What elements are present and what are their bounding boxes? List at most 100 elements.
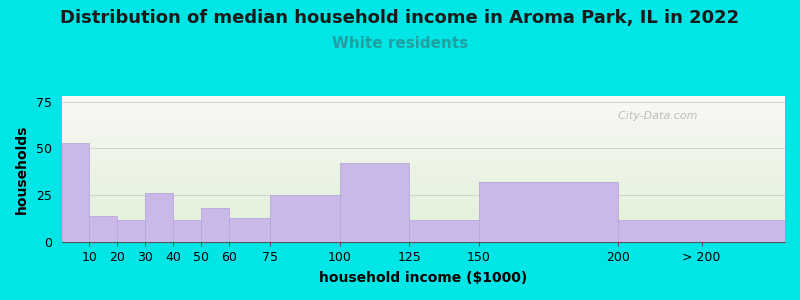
Bar [62, 138, 785, 139]
Bar [62, 228, 785, 229]
Bar [62, 100, 785, 101]
Bar [62, 157, 785, 158]
Bar [62, 217, 785, 218]
Bar [62, 98, 785, 99]
Bar [62, 230, 785, 231]
Bar [62, 197, 785, 198]
Bar [62, 225, 785, 226]
Bar [62, 144, 785, 145]
Bar [62, 210, 785, 211]
Bar [62, 195, 785, 196]
Bar [62, 97, 785, 98]
Bar [62, 137, 785, 138]
Bar [62, 221, 785, 222]
Bar [62, 201, 785, 202]
Bar [62, 151, 785, 152]
Bar [62, 215, 785, 216]
Bar [62, 159, 785, 160]
Bar [62, 172, 785, 173]
Bar [62, 168, 785, 169]
Bar [62, 200, 785, 201]
Bar [62, 116, 785, 117]
Bar [62, 139, 785, 140]
Text: White residents: White residents [332, 36, 468, 51]
Bar [618, 220, 785, 242]
Bar [62, 101, 785, 102]
Bar [62, 152, 785, 153]
Bar [62, 222, 785, 223]
Bar [62, 120, 785, 121]
Bar [62, 130, 785, 131]
Bar [62, 135, 785, 136]
Bar [62, 229, 785, 230]
Bar [62, 146, 785, 147]
Bar [62, 118, 785, 119]
Bar [62, 145, 785, 146]
Bar [62, 198, 785, 199]
Bar [62, 185, 785, 186]
Bar [62, 170, 785, 171]
Bar [62, 239, 785, 240]
Bar [62, 141, 785, 142]
Bar [173, 220, 201, 242]
Bar [62, 171, 785, 172]
Bar [62, 238, 785, 239]
Bar [62, 205, 785, 206]
Bar [62, 96, 785, 97]
Bar [62, 123, 785, 124]
Bar [62, 190, 785, 191]
Bar [62, 235, 785, 236]
Bar [62, 206, 785, 207]
Bar [62, 209, 785, 210]
Bar [62, 160, 785, 161]
Bar [62, 131, 785, 132]
Bar [62, 132, 785, 133]
Bar [62, 107, 785, 108]
Bar [62, 182, 785, 183]
Bar [62, 187, 785, 188]
Bar [62, 129, 785, 130]
Bar [62, 166, 785, 167]
Bar [62, 109, 785, 110]
Bar [62, 204, 785, 205]
Bar [62, 240, 785, 241]
Bar [62, 180, 785, 181]
Bar [62, 219, 785, 220]
Bar [62, 192, 785, 193]
Bar [118, 220, 145, 242]
Bar [62, 173, 785, 174]
Bar [62, 143, 785, 144]
Bar [62, 106, 785, 107]
Bar [62, 114, 785, 115]
Bar [62, 232, 785, 233]
Bar [62, 211, 785, 212]
Bar [62, 234, 785, 235]
X-axis label: household income ($1000): household income ($1000) [319, 271, 527, 285]
Bar [62, 216, 785, 217]
Bar [62, 100, 785, 101]
Bar [62, 226, 785, 227]
Bar [62, 150, 785, 151]
Bar [229, 218, 270, 242]
Bar [62, 108, 785, 109]
Bar [62, 136, 785, 137]
Bar [62, 220, 785, 221]
Bar [62, 208, 785, 209]
Bar [62, 153, 785, 154]
Bar [62, 163, 785, 164]
Bar [62, 127, 785, 128]
Bar [62, 207, 785, 208]
Bar [62, 178, 785, 179]
Bar [62, 224, 785, 225]
Bar [62, 199, 785, 200]
Bar [62, 124, 785, 125]
Bar [62, 156, 785, 157]
Bar [62, 179, 785, 180]
Bar [62, 115, 785, 116]
Bar [62, 103, 785, 104]
Bar [62, 117, 785, 118]
Bar [201, 208, 229, 242]
Bar [62, 99, 785, 100]
Bar [62, 158, 785, 159]
Bar [62, 133, 785, 134]
